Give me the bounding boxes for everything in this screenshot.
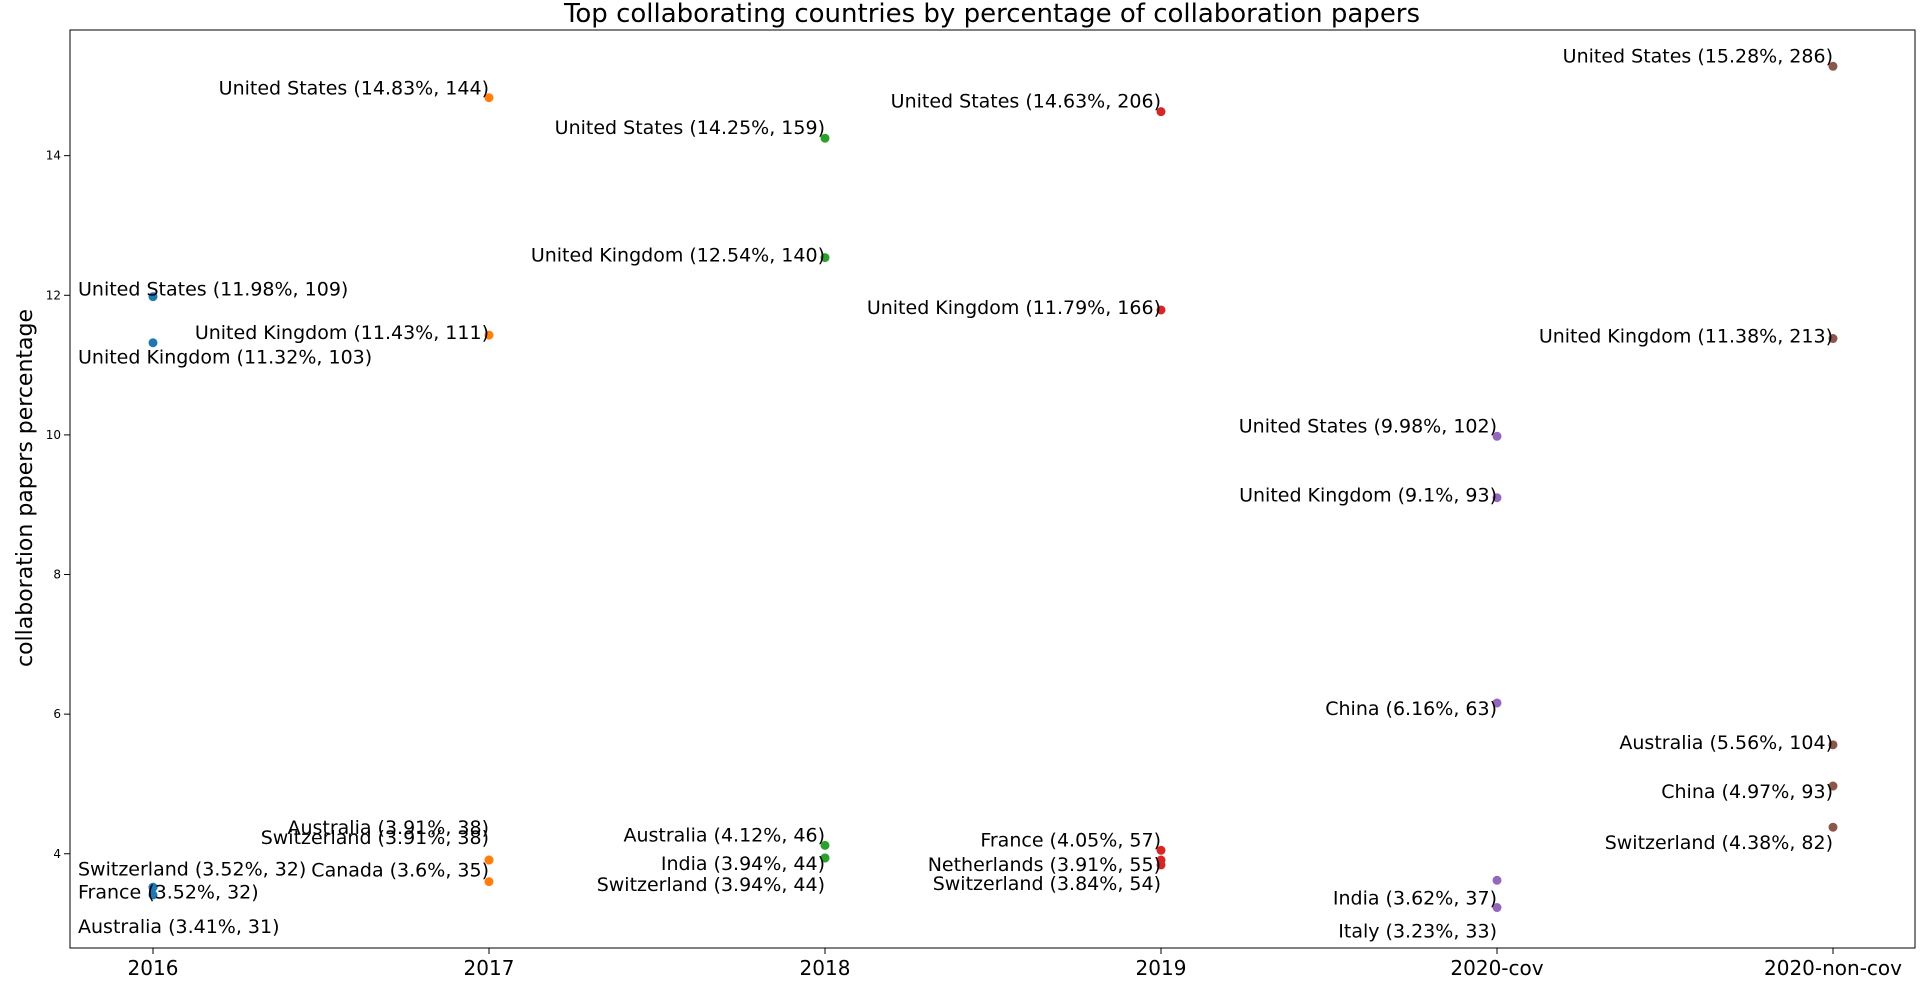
- data-label: United States (11.98%, 109): [78, 279, 348, 301]
- data-point: [1492, 903, 1502, 913]
- data-point: [148, 292, 158, 302]
- data-label: Switzerland (3.94%, 44): [597, 874, 825, 896]
- data-label: United Kingdom (11.43%, 111): [195, 322, 489, 344]
- data-point: [1828, 61, 1838, 71]
- data-point: [148, 890, 158, 900]
- x-tick-label: 2019: [1136, 956, 1187, 980]
- x-tick-label: 2020-non-cov: [1764, 956, 1902, 980]
- plot-frame: [69, 29, 1916, 949]
- data-label: United Kingdom (9.1%, 93): [1239, 485, 1497, 507]
- data-point: [820, 853, 830, 863]
- data-label: United States (14.25%, 159): [555, 117, 825, 139]
- data-point: [1492, 431, 1502, 441]
- data-point: [820, 133, 830, 143]
- data-label: Australia (4.12%, 46): [623, 824, 825, 846]
- x-tick-label: 2016: [128, 956, 179, 980]
- data-point: [1828, 740, 1838, 750]
- y-axis: 4 6 8 10 12 14: [46, 149, 70, 861]
- data-point: [148, 338, 158, 348]
- data-label: China (4.97%, 93): [1661, 781, 1833, 803]
- data-label: Switzerland (3.52%, 32): [78, 858, 306, 880]
- data-point: [1492, 493, 1502, 503]
- y-tick-label: 10: [46, 428, 61, 442]
- data-point: [820, 840, 830, 850]
- data-points: [148, 61, 1838, 913]
- data-point: [1492, 875, 1502, 885]
- data-label: China (6.16%, 63): [1325, 698, 1497, 720]
- data-label: India (3.62%, 37): [1333, 887, 1497, 909]
- chart-title: Top collaborating countries by percentag…: [563, 0, 1420, 29]
- x-tick-label: 2020-cov: [1450, 956, 1543, 980]
- data-point: [148, 882, 158, 892]
- data-label: United Kingdom (11.79%, 166): [867, 297, 1161, 319]
- data-label: United States (14.83%, 144): [219, 78, 489, 100]
- y-tick-label: 14: [46, 149, 61, 163]
- data-label: Australia (5.56%, 104): [1619, 732, 1833, 754]
- data-point: [1156, 860, 1166, 870]
- data-label: United States (14.63%, 206): [891, 91, 1161, 113]
- y-tick-label: 8: [53, 568, 61, 582]
- data-point: [1492, 698, 1502, 708]
- data-labels: United States (11.98%, 109) United Kingdo…: [78, 45, 1833, 942]
- data-label: Canada (3.6%, 35): [311, 860, 489, 882]
- data-label: United States (9.98%, 102): [1239, 415, 1497, 437]
- y-tick-label: 4: [53, 847, 61, 861]
- data-label: India (3.94%, 44): [661, 853, 825, 875]
- data-point: [484, 93, 494, 103]
- data-point: [1156, 845, 1166, 855]
- x-tick-label: 2017: [464, 956, 515, 980]
- data-point: [1828, 822, 1838, 832]
- data-label: Australia (3.91%, 38): [287, 817, 489, 839]
- data-label: Switzerland (4.38%, 82): [1605, 832, 1833, 854]
- data-point: [820, 253, 830, 263]
- data-label: Italy (3.23%, 33): [1338, 921, 1497, 943]
- data-label: France (4.05%, 57): [980, 829, 1161, 851]
- data-label: United Kingdom (11.32%, 103): [78, 347, 372, 369]
- data-label: United Kingdom (11.38%, 213): [1539, 326, 1833, 348]
- data-label: United States (15.28%, 286): [1563, 45, 1833, 67]
- data-label: Netherlands (3.91%, 55): [928, 854, 1161, 876]
- data-point: [1156, 107, 1166, 117]
- data-label: Australia (3.41%, 31): [78, 916, 280, 938]
- y-tick-label: 12: [46, 288, 61, 302]
- data-label: France (3.52%, 32): [78, 881, 259, 903]
- data-label: United Kingdom (12.54%, 140): [531, 245, 825, 267]
- data-point: [484, 855, 494, 865]
- data-point: [1828, 781, 1838, 791]
- y-axis-label: collaboration papers percentage: [13, 309, 38, 667]
- x-tick-label: 2018: [800, 956, 851, 980]
- data-label: Switzerland (3.91%, 38): [261, 827, 489, 849]
- data-point: [1156, 305, 1166, 315]
- x-axis: 2016 2017 2018 2019 2020-cov 2020-non-cov: [128, 948, 1902, 980]
- data-point: [484, 877, 494, 887]
- data-point: [1828, 334, 1838, 344]
- data-point: [484, 330, 494, 340]
- y-tick-label: 6: [53, 707, 61, 721]
- data-label: Switzerland (3.84%, 54): [933, 873, 1161, 895]
